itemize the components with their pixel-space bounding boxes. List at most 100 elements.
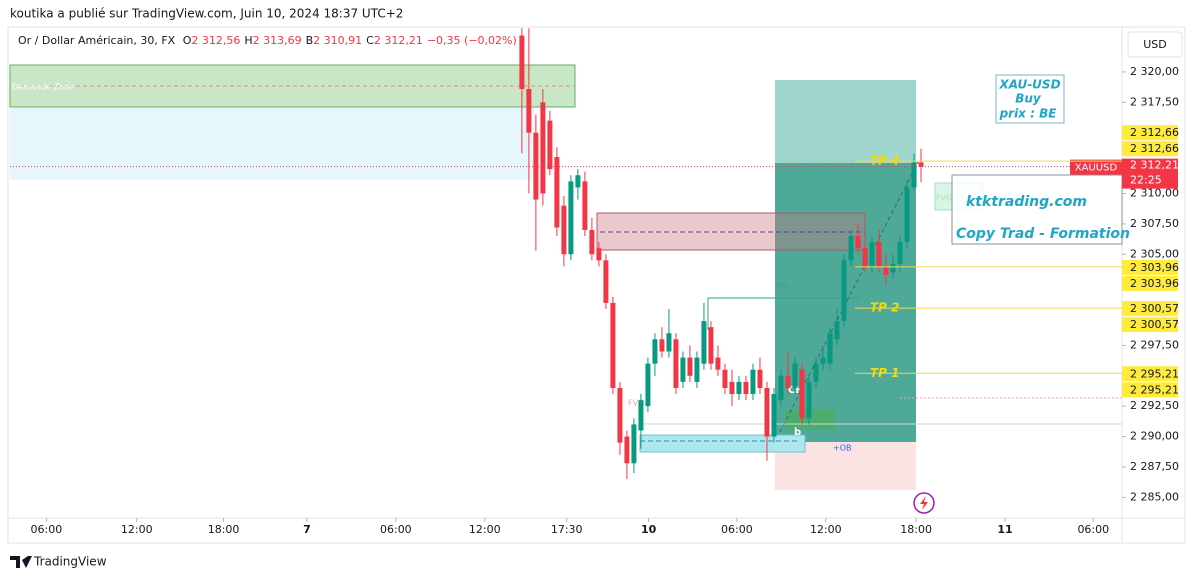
tp-tag-label: 2 300,57: [1130, 318, 1179, 331]
y-tick-label: 2 290,00: [1130, 430, 1179, 443]
currency-button[interactable]: [1127, 31, 1183, 58]
site: ktktrading.com: [966, 194, 1087, 210]
promo: Copy Trad - Formation: [956, 226, 1130, 242]
candle-body: [645, 363, 651, 407]
candle-body: [848, 236, 854, 261]
footer: TradingView: [33, 555, 107, 569]
candle-body: [750, 369, 756, 395]
candle-body: [617, 387, 623, 443]
candle-body: [911, 162, 917, 188]
x-tick-label: 18:00: [900, 523, 932, 536]
promo-box: [951, 174, 1123, 245]
tp-tag-label: 2 312,66: [1130, 142, 1179, 155]
x-tick-label: 06:00: [380, 523, 412, 536]
symbol-tag-label: XAUUSD: [1075, 163, 1118, 174]
fvg-label: FVG: [628, 399, 644, 408]
fvg-label: FVG: [936, 194, 952, 203]
candle-body: [554, 157, 560, 228]
tp-tag: [1122, 125, 1178, 141]
structure-line: [707, 297, 860, 330]
candle-body: [589, 229, 595, 255]
y-tick-label: 2 320,00: [1130, 65, 1179, 78]
tp-label: TP 1: [870, 366, 900, 380]
ohlc-value: 2 312,21: [373, 34, 423, 47]
y-tick-label: 2 292,50: [1130, 399, 1179, 412]
candle-body: [540, 102, 546, 194]
tp-label: TP 4: [870, 154, 900, 168]
symbol-tag: [1070, 159, 1122, 175]
tp-label: TP 2: [870, 301, 900, 315]
price-tag: [1122, 158, 1178, 189]
small-zone: [785, 410, 835, 430]
ob-zone: [639, 434, 806, 453]
tp-tag: [1122, 366, 1178, 382]
ob-label: +OB: [833, 444, 852, 453]
candle-body: [834, 321, 840, 340]
x-tick-label: 06:00: [1077, 523, 1109, 536]
tp-tag: [1122, 141, 1178, 157]
change: −0,35 (−0,02%): [426, 34, 517, 47]
candle-body: [561, 205, 567, 255]
candle-body: [708, 327, 714, 364]
y-tick-label: 2 285,00: [1130, 490, 1179, 503]
candle-body: [603, 260, 609, 303]
mss-label: MSS: [776, 283, 789, 290]
symbol-info: Or / Dollar Américain, 30, FX O2 312,56 H…: [18, 34, 521, 47]
x-tick-label: 18:00: [208, 523, 240, 536]
candle-body: [638, 400, 644, 431]
candle-body: [652, 339, 658, 364]
candle-body: [722, 369, 728, 388]
candle-body: [764, 387, 770, 437]
candle-body: [890, 263, 896, 273]
candle-body: [876, 242, 882, 267]
candle-body: [897, 242, 903, 264]
ohlc-key: C: [366, 34, 374, 47]
candle-body: [806, 381, 812, 419]
y-tick-label: 2 305,00: [1130, 247, 1179, 260]
candle-body: [666, 333, 672, 352]
tp-tag: [1122, 382, 1178, 398]
header: koutika a publié sur TradingView.com, Ju…: [10, 7, 403, 21]
candle-body: [736, 381, 742, 395]
x-tick-label: 12:00: [810, 523, 842, 536]
zone-band: [10, 108, 535, 180]
target-zone: [775, 80, 916, 163]
b-label: b: [794, 427, 801, 438]
candle-body: [883, 266, 889, 275]
candle-body: [904, 187, 910, 243]
candle-body: [799, 369, 805, 419]
candle-body: [813, 363, 819, 382]
tp-tag-label: 2 312,66: [1130, 126, 1179, 139]
ohlc-value: 2 313,69: [252, 34, 302, 47]
info-box: [995, 74, 1065, 124]
ohlc-value: 2 310,91: [313, 34, 363, 47]
tp-tag-label: 2 295,21: [1130, 367, 1179, 380]
candle-body: [855, 236, 861, 249]
candle-body: [687, 357, 693, 376]
tv-logo: [10, 556, 32, 568]
tp-tag-label: 2 300,57: [1130, 302, 1179, 315]
tp-tag: [1122, 275, 1178, 291]
candle-body: [610, 302, 616, 388]
info-line: XAU-USD: [998, 78, 1060, 92]
tp-tag: [1122, 259, 1178, 275]
candle-body: [575, 175, 581, 188]
alert-glyph: [920, 496, 928, 510]
price-tag-label: 2 312,21: [1130, 159, 1179, 172]
tp-tag: [1122, 317, 1178, 333]
candle-body: [526, 88, 532, 133]
candle-body: [701, 321, 707, 364]
info-line: Buy: [1015, 92, 1042, 106]
x-tick-label: 10: [641, 523, 657, 536]
candle-body: [757, 369, 763, 388]
ohlc-key: H: [244, 34, 253, 47]
candle-body: [596, 248, 602, 261]
frame: [7, 26, 1186, 544]
y-tick-label: 2 297,50: [1130, 338, 1179, 351]
candle-body: [792, 363, 798, 388]
candle-body: [694, 357, 700, 382]
candle-body: [827, 333, 833, 364]
candle-body: [519, 35, 525, 89]
